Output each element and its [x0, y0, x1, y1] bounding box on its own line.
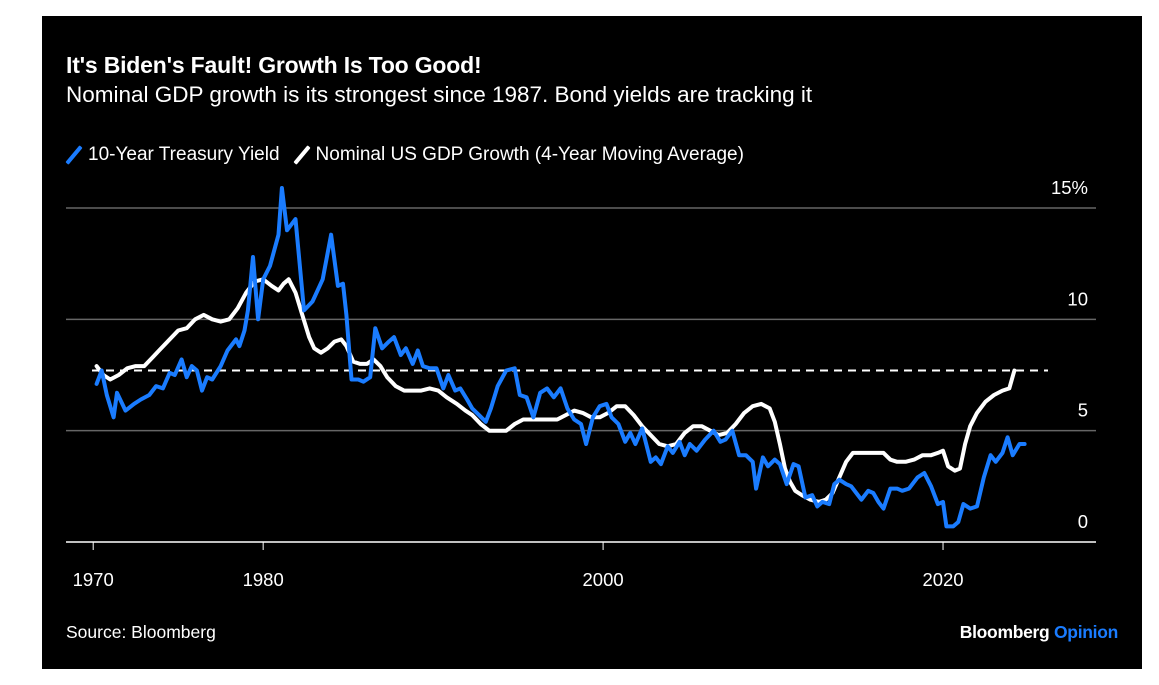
x-axis: 1970 1980 2000 2020	[66, 541, 1096, 590]
y-axis-labels: 0 5 10 15%	[1051, 177, 1088, 532]
series-line-treasury-yield	[94, 186, 1027, 529]
series-layer	[94, 186, 1027, 529]
gridlines	[66, 207, 1096, 432]
legend-label-treasury: 10-Year Treasury Yield	[88, 144, 280, 165]
brand-primary: Bloomberg	[959, 622, 1050, 642]
legend-label-gdp: Nominal US GDP Growth (4-Year Moving Ave…	[315, 144, 744, 165]
x-tick-label: 1970	[73, 569, 114, 590]
y-tick-label: 5	[1078, 400, 1088, 421]
y-tick-label: 10	[1067, 288, 1088, 309]
chart-subtitle: Nominal GDP growth is its strongest sinc…	[66, 82, 813, 107]
source-note: Source: Bloomberg	[66, 622, 216, 642]
y-tick-label: 15%	[1051, 177, 1088, 198]
x-tick-label: 2020	[922, 569, 963, 590]
chart-panel: It's Biden's Fault! Growth Is Too Good! …	[42, 16, 1142, 669]
legend: 10-Year Treasury Yield Nominal US GDP Gr…	[65, 144, 758, 166]
legend-item-treasury: 10-Year Treasury Yield	[65, 144, 280, 166]
brand-logo: Bloomberg Opinion	[959, 622, 1119, 643]
y-tick-label: 0	[1078, 511, 1088, 532]
brand-secondary: Opinion	[1054, 622, 1118, 642]
x-tick-label: 1980	[243, 569, 284, 590]
series-line-gdp-growth	[94, 277, 1017, 504]
x-tick-label: 2000	[583, 569, 624, 590]
chart-title: It's Biden's Fault! Growth Is Too Good!	[66, 52, 482, 78]
legend-item-gdp: Nominal US GDP Growth (4-Year Moving Ave…	[292, 144, 744, 166]
